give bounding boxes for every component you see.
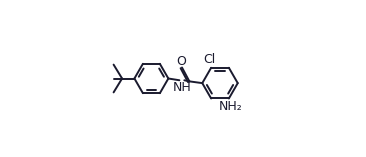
Text: Cl: Cl — [203, 53, 216, 66]
Text: O: O — [176, 55, 186, 68]
Text: NH: NH — [172, 81, 191, 94]
Text: NH₂: NH₂ — [219, 100, 242, 114]
